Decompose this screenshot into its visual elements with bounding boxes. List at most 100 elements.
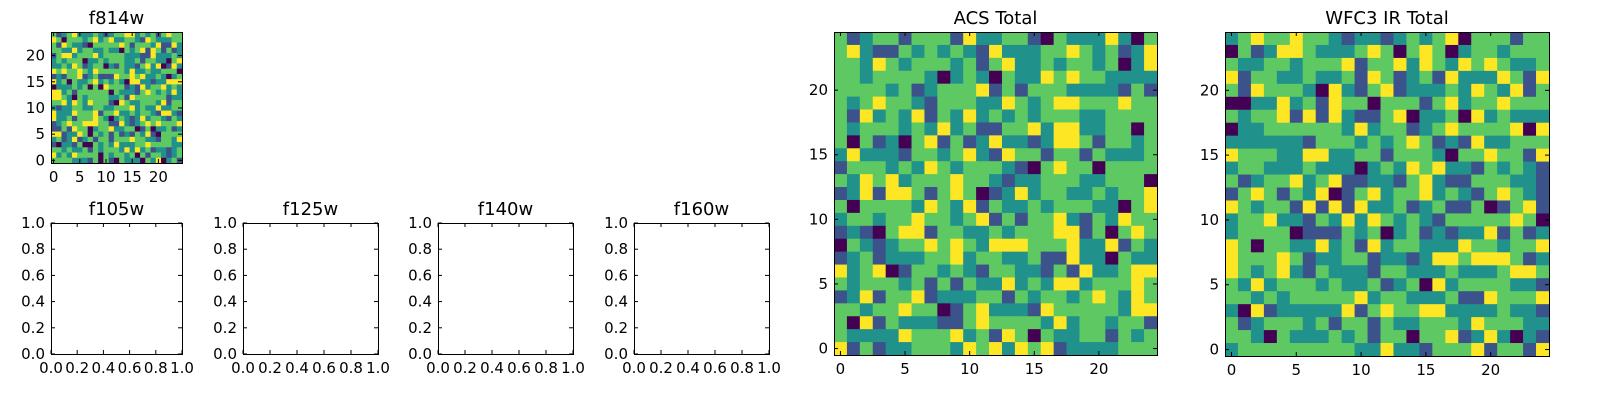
heatmap-cell bbox=[1079, 329, 1093, 343]
heatmap-cell bbox=[1302, 200, 1317, 214]
heatmap-cell bbox=[108, 58, 115, 64]
heatmap-cell bbox=[1393, 148, 1407, 162]
heatmap-cell bbox=[1027, 109, 1042, 123]
heatmap-cell bbox=[1014, 70, 1029, 85]
heatmap-cell bbox=[872, 32, 887, 46]
heatmap-cell bbox=[1027, 199, 1042, 214]
heatmap-cell bbox=[1225, 317, 1239, 331]
heatmap-cell bbox=[1014, 264, 1029, 278]
heatmap-cell bbox=[1263, 174, 1278, 188]
heatmap-cell bbox=[150, 68, 157, 75]
heatmap-cell bbox=[1432, 32, 1446, 46]
heatmap-cell bbox=[1341, 174, 1355, 188]
heatmap-cell bbox=[108, 152, 115, 159]
axes-frame bbox=[834, 32, 1158, 356]
heatmap-cell bbox=[976, 264, 990, 278]
heatmap-cell bbox=[171, 47, 178, 54]
heatmap-cell bbox=[1053, 316, 1067, 330]
heatmap-cell bbox=[140, 63, 146, 70]
heatmap-cell bbox=[834, 251, 848, 265]
heatmap-cell bbox=[71, 105, 78, 111]
heatmap-cell bbox=[1027, 44, 1042, 59]
x-tick-label: 5 bbox=[1292, 361, 1302, 379]
heatmap-cell bbox=[924, 187, 938, 201]
heatmap-cell bbox=[1276, 200, 1291, 214]
heatmap-cell bbox=[1315, 200, 1330, 214]
heatmap-cell bbox=[1523, 122, 1537, 137]
heatmap-cell bbox=[1079, 122, 1093, 136]
heatmap-cell bbox=[1079, 238, 1093, 253]
heatmap-cell bbox=[1419, 174, 1433, 188]
heatmap-cell bbox=[1510, 187, 1524, 201]
heatmap-cell bbox=[61, 63, 68, 70]
heatmap-cell bbox=[51, 115, 57, 122]
heatmap-cell bbox=[1053, 277, 1067, 291]
heatmap-cell bbox=[171, 52, 178, 59]
heatmap-cell bbox=[963, 57, 977, 72]
heatmap-cell bbox=[1536, 57, 1550, 72]
heatmap-cell bbox=[1341, 252, 1355, 266]
heatmap-cell bbox=[1419, 57, 1433, 72]
heatmap-cell bbox=[103, 37, 110, 43]
heatmap-cell bbox=[129, 121, 136, 127]
heatmap-cell bbox=[1079, 225, 1093, 240]
heatmap-cell bbox=[1237, 213, 1252, 227]
heatmap-cell bbox=[885, 264, 899, 278]
heatmap-cell bbox=[124, 126, 130, 132]
heatmap-cell bbox=[124, 142, 130, 148]
heatmap-cell bbox=[1105, 83, 1119, 97]
heatmap-cell bbox=[1118, 303, 1132, 317]
y-tick-label: 5 bbox=[1209, 276, 1219, 294]
heatmap-cell bbox=[161, 105, 167, 111]
heatmap-cell bbox=[1458, 239, 1472, 253]
heatmap-cell bbox=[1001, 342, 1016, 356]
heatmap-cell bbox=[846, 277, 861, 291]
heatmap-cell bbox=[989, 109, 1003, 123]
heatmap-cell bbox=[1419, 265, 1433, 279]
heatmap-cell bbox=[937, 83, 951, 97]
heatmap-cell bbox=[1001, 329, 1016, 343]
heatmap-cell bbox=[1419, 213, 1433, 227]
heatmap-cell bbox=[1484, 226, 1498, 240]
heatmap-cell bbox=[66, 110, 73, 117]
heatmap-cell bbox=[1471, 265, 1485, 279]
heatmap-cell bbox=[119, 84, 125, 91]
heatmap-cell bbox=[885, 174, 899, 188]
heatmap-cell bbox=[61, 84, 68, 91]
heatmap-cell bbox=[1118, 96, 1132, 110]
x-tick-label: 1.0 bbox=[561, 359, 585, 377]
heatmap-cell bbox=[82, 58, 89, 64]
heatmap-cell bbox=[145, 63, 151, 70]
heatmap-cell bbox=[66, 47, 73, 54]
heatmap-cell bbox=[950, 135, 964, 149]
heatmap-cell bbox=[1484, 187, 1498, 201]
heatmap-cell bbox=[108, 131, 115, 138]
heatmap-cell bbox=[1419, 148, 1433, 162]
y-tick-label: 0.2 bbox=[604, 319, 628, 337]
heatmap-cell bbox=[1445, 32, 1459, 46]
heatmap-cell bbox=[976, 135, 990, 149]
heatmap-cell bbox=[911, 329, 925, 343]
heatmap-cell bbox=[1144, 44, 1158, 59]
heatmap-cell bbox=[1053, 161, 1067, 175]
heatmap-cell bbox=[1406, 96, 1420, 111]
heatmap-cell bbox=[161, 58, 167, 64]
heatmap-cell bbox=[950, 199, 964, 214]
heatmap-cell bbox=[1432, 44, 1446, 59]
heatmap-cell bbox=[98, 79, 104, 85]
heatmap-cell bbox=[885, 316, 899, 330]
heatmap-cell bbox=[1014, 96, 1029, 110]
heatmap-cell bbox=[976, 290, 990, 304]
heatmap-cell bbox=[82, 110, 89, 117]
heatmap-cell bbox=[103, 68, 110, 75]
heatmap-cell bbox=[976, 148, 990, 162]
heatmap-cell bbox=[1302, 57, 1317, 72]
heatmap-cell bbox=[1445, 135, 1459, 150]
heatmap-cell bbox=[1393, 135, 1407, 150]
heatmap-cell bbox=[1066, 277, 1080, 291]
heatmap-cell bbox=[1419, 109, 1433, 124]
heatmap-cell bbox=[1380, 122, 1394, 137]
heatmap-cell bbox=[56, 126, 62, 132]
heatmap-cell bbox=[1040, 303, 1055, 317]
heatmap-cell bbox=[1419, 252, 1433, 266]
